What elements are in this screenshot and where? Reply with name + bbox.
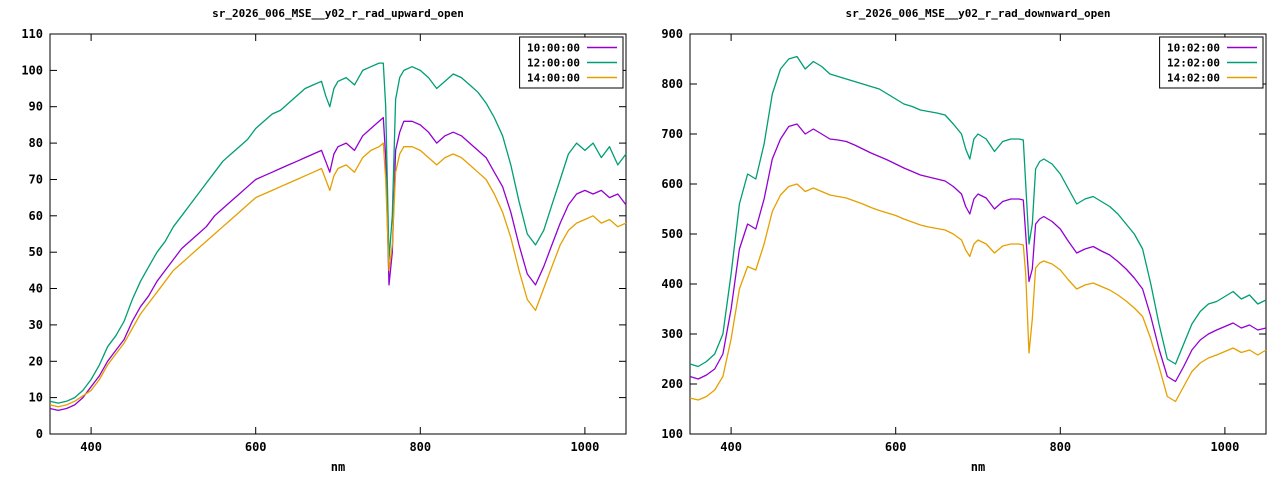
y-tick-label: 110 [21,27,43,41]
x-tick-label: 1000 [570,440,599,454]
y-tick-label: 100 [21,63,43,77]
x-tick-label: 800 [409,440,431,454]
series-line-0 [689,123,1267,383]
series-line-1 [49,62,627,404]
y-tick-label: 60 [29,209,43,223]
y-tick-label: 0 [36,427,43,441]
y-tick-label: 200 [661,377,683,391]
y-tick-label: 30 [29,318,43,332]
series-line-1 [689,55,1267,368]
y-tick-label: 500 [661,227,683,241]
chart-upward-open: 400 600 800 1000 0 10 20 30 40 50 60 70 80 90 100 110 sr… [21,7,627,474]
legend-label-0: 10:02:00 [1167,42,1220,55]
y-tick-label: 40 [29,282,43,296]
x-axis-label: nm [971,460,985,474]
chart-downward-open: 400 600 800 1000 100 200 300 400 500 600 700 800 900… [640,0,1280,480]
y-tick-label: 300 [661,327,683,341]
y-tick-label: 10 [29,391,43,405]
x-axis-label: nm [331,460,345,474]
y-tick-label: 600 [661,177,683,191]
x-tick-label: 600 [885,440,907,454]
legend-label-1: 12:00:00 [527,57,580,70]
y-tick-label: 80 [29,136,43,150]
x-tick-label: 600 [245,440,267,454]
y-tick-label: 900 [661,27,683,41]
x-tick-label: 400 [80,440,102,454]
series-line-0 [49,116,627,412]
x-tick-label: 800 [1049,440,1071,454]
x-tick-label: 400 [720,440,742,454]
series-line-2 [689,183,1267,403]
y-tick-label: 100 [661,427,683,441]
y-tick-label: 50 [29,245,43,259]
x-tick-label: 1000 [1210,440,1239,454]
chart-svg: 400 600 800 1000 100 200 300 400 500 600 700 800 900… [640,0,1280,480]
y-tick-label: 20 [29,354,43,368]
series-line-2 [49,142,627,408]
chart-title: sr_2026_006_MSE__y02_r_rad_upward_open [212,7,464,20]
y-tick-label: 800 [661,77,683,91]
legend-label-2: 14:02:00 [1167,72,1220,85]
plot-border [49,33,627,435]
y-tick-label: 700 [661,127,683,141]
y-tick-label: 90 [29,100,43,114]
chart-svg: 400 600 800 1000 0 10 20 30 40 50 60 70 80 90 100 110 sr… [21,7,627,474]
legend-label-2: 14:00:00 [527,72,580,85]
chart-title: sr_2026_006_MSE__y02_r_rad_downward_open [846,7,1111,20]
y-tick-label: 400 [661,277,683,291]
legend-label-0: 10:00:00 [527,42,580,55]
y-tick-label: 70 [29,173,43,187]
legend-label-1: 12:02:00 [1167,57,1220,70]
